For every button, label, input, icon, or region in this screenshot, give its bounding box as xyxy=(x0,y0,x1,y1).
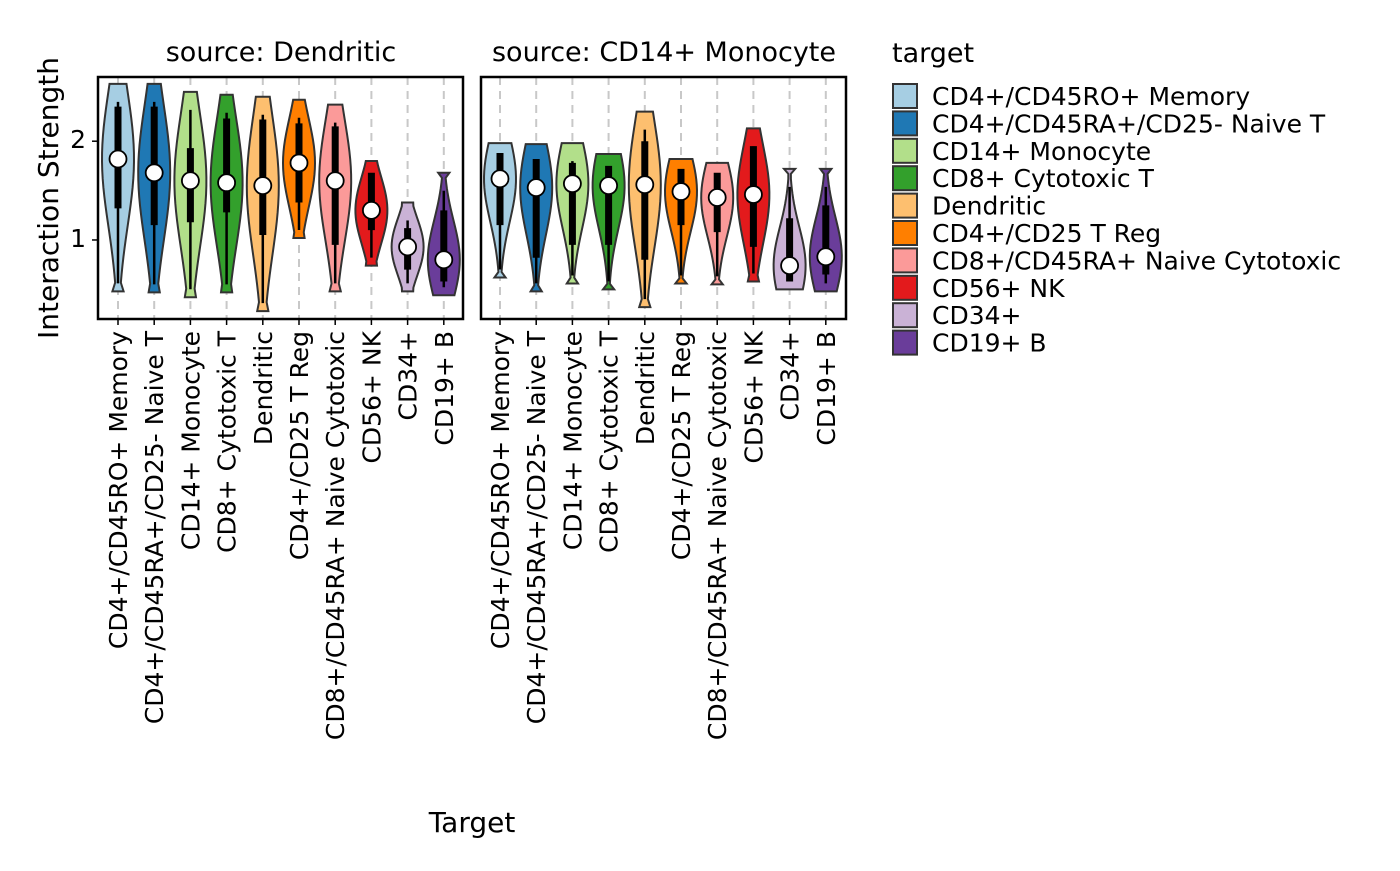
legend-label: Dendritic xyxy=(932,192,1046,221)
legend-swatch xyxy=(892,274,918,301)
facet-panel-2: source: CD14+ Monocyte CD4+/CD45RO+ Memor… xyxy=(479,37,848,740)
y-axis-title: Interaction Strength xyxy=(32,57,65,339)
median-point xyxy=(599,176,618,196)
x-tick-label: CD19+ B xyxy=(430,331,459,446)
legend-label: CD4+/CD25 T Reg xyxy=(932,219,1161,248)
legend-label: CD19+ B xyxy=(932,329,1047,358)
median-point xyxy=(816,247,836,267)
legend-swatch xyxy=(892,137,918,164)
median-point xyxy=(563,174,582,194)
legend-label: CD14+ Monocyte xyxy=(932,137,1151,166)
legend-swatch xyxy=(892,165,918,192)
x-axis-title: Target xyxy=(428,806,516,839)
panel-border xyxy=(96,75,465,321)
legend-swatch xyxy=(892,302,918,329)
legend: target CD4+/CD45RO+ MemoryCD4+/CD45RA+/CD… xyxy=(892,38,1341,358)
x-tick-label: Dendritic xyxy=(631,331,660,445)
median-point xyxy=(325,171,345,191)
x-tick-label: CD4+/CD25 T Reg xyxy=(667,331,696,560)
median-point xyxy=(635,175,655,195)
legend-swatch xyxy=(892,192,918,219)
median-point xyxy=(361,200,381,220)
legend-title: target xyxy=(892,38,974,69)
x-tick-label: CD14+ Monocyte xyxy=(558,331,587,550)
x-tick-label: Dendritic xyxy=(249,331,278,445)
legend-label: CD8+ Cytotoxic T xyxy=(932,164,1155,193)
median-point xyxy=(180,171,200,191)
x-tick-label: CD8+ Cytotoxic T xyxy=(213,330,242,553)
median-point xyxy=(671,182,691,201)
x-tick-label: CD8+/CD45RA+ Naive Cytotoxic xyxy=(703,331,732,740)
legend-label: CD8+/CD45RA+ Naive Cytotoxic xyxy=(932,246,1341,275)
median-point xyxy=(398,237,418,257)
x-tick-label: CD4+/CD45RA+/CD25- Naive T xyxy=(140,330,169,724)
median-point xyxy=(490,169,510,189)
median-point xyxy=(434,250,454,270)
legend-label: CD4+/CD45RO+ Memory xyxy=(932,82,1250,111)
median-point xyxy=(217,173,237,193)
median-point xyxy=(707,188,727,207)
legend-swatch xyxy=(892,247,918,274)
strip-title: source: CD14+ Monocyte xyxy=(492,37,836,68)
legend-swatch xyxy=(892,110,918,137)
y-tick-label: 2 xyxy=(70,125,86,154)
x-tick-label: CD4+/CD45RO+ Memory xyxy=(104,331,133,649)
panel-border xyxy=(479,75,848,321)
legend-swatch xyxy=(892,83,918,109)
x-tick-label: CD4+/CD45RO+ Memory xyxy=(486,331,515,649)
x-tick-label: CD4+/CD25 T Reg xyxy=(285,331,314,560)
median-point xyxy=(526,178,546,198)
median-point xyxy=(144,163,164,183)
legend-label: CD56+ NK xyxy=(932,274,1065,303)
median-point xyxy=(289,153,309,173)
median-point xyxy=(780,256,799,276)
legend-swatch xyxy=(892,220,918,246)
x-tick-label: CD34+ xyxy=(776,331,805,420)
x-tick-label: CD34+ xyxy=(394,331,423,420)
x-tick-label: CD56+ NK xyxy=(739,330,768,463)
legend-swatch xyxy=(892,329,918,356)
x-tick-label: CD8+/CD45RA+ Naive Cytotoxic xyxy=(321,331,350,740)
strip-title: source: Dendritic xyxy=(166,37,397,68)
legend-label: CD34+ xyxy=(932,301,1021,330)
median-point xyxy=(253,176,273,196)
y-tick-label: 1 xyxy=(70,224,86,253)
x-tick-label: CD8+ Cytotoxic T xyxy=(595,330,624,553)
x-tick-label: CD56+ NK xyxy=(357,330,386,463)
x-tick-label: CD4+/CD45RA+/CD25- Naive T xyxy=(522,330,551,724)
x-tick-label: CD19+ B xyxy=(812,331,841,446)
median-point xyxy=(744,185,763,204)
legend-label: CD4+/CD45RA+/CD25- Naive T xyxy=(932,109,1326,138)
median-point xyxy=(108,149,128,169)
x-tick-label: CD14+ Monocyte xyxy=(176,331,205,550)
